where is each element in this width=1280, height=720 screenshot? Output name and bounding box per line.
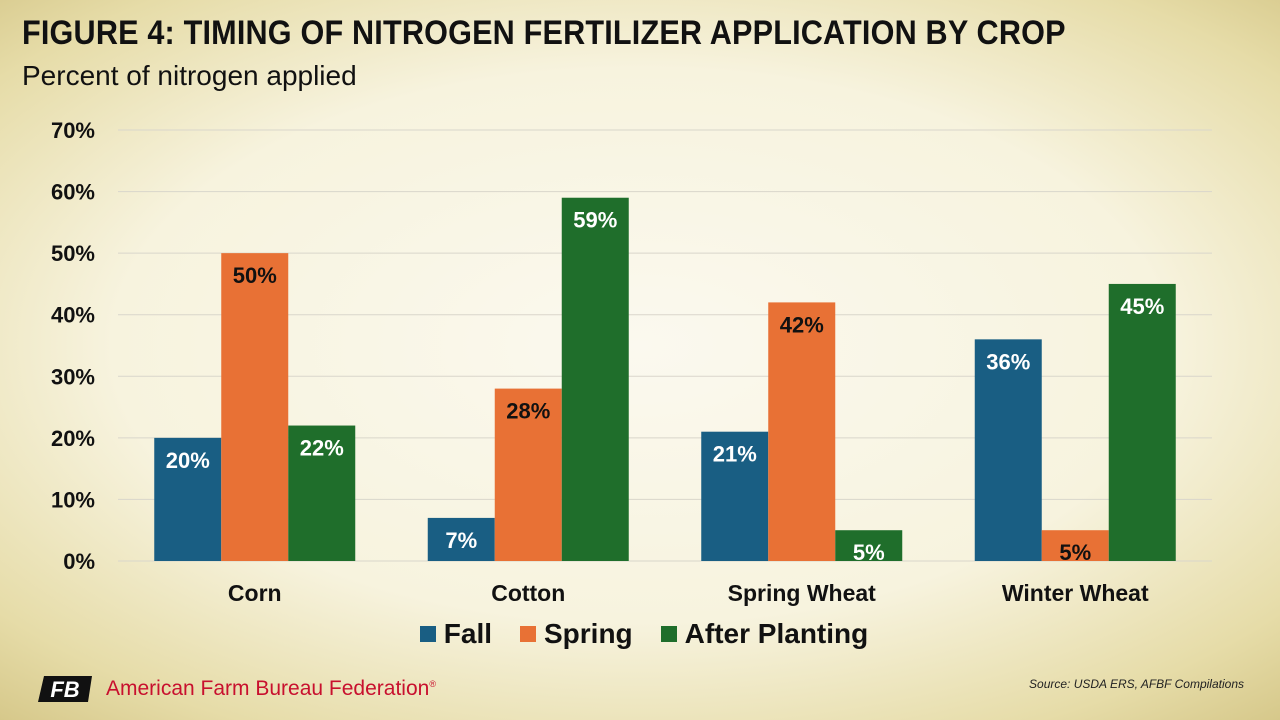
chart-subtitle: Percent of nitrogen applied (22, 60, 357, 91)
legend-swatch-fall (419, 626, 436, 642)
y-tick-label: 10% (51, 487, 95, 512)
data-label: 20% (166, 448, 210, 473)
x-category-label: Spring Wheat (728, 580, 877, 606)
legend-swatch-after-planting (660, 626, 677, 642)
bar (1041, 530, 1109, 561)
bar (561, 197, 629, 561)
legend-label-fall: Fall (443, 618, 492, 649)
data-label: 22% (300, 436, 344, 461)
data-label: 28% (506, 399, 550, 424)
data-label: 21% (713, 442, 757, 467)
x-category-label: Winter Wheat (1002, 580, 1149, 606)
legend-label-spring: Spring (544, 618, 633, 649)
fb-logo-text: FB (50, 677, 79, 702)
afbf-logo: FB American Farm Bureau Federation® (36, 674, 436, 704)
registered-mark: ® (429, 679, 436, 689)
data-label: 42% (780, 312, 824, 337)
bar (1108, 283, 1176, 561)
legend: Fall Spring After Planting (4, 618, 1280, 650)
bar (154, 437, 222, 561)
x-category-label: Cotton (491, 580, 565, 606)
y-tick-label: 20% (51, 426, 95, 451)
data-label: 5% (1059, 540, 1091, 565)
x-category-label: Corn (228, 580, 282, 606)
data-label: 45% (1120, 294, 1164, 319)
data-label: 5% (853, 540, 885, 565)
bar (974, 339, 1042, 561)
y-tick-label: 70% (51, 118, 95, 143)
bar (427, 517, 495, 561)
data-label: 7% (445, 528, 477, 553)
y-tick-label: 60% (51, 180, 95, 205)
chart-title: FIGURE 4: TIMING OF NITROGEN FERTILIZER … (22, 14, 1066, 52)
legend-item-fall: Fall (419, 618, 492, 650)
legend-label-after-planting: After Planting (684, 618, 869, 649)
legend-item-after-planting: After Planting (660, 618, 869, 650)
data-label: 36% (986, 349, 1030, 374)
y-tick-label: 40% (51, 303, 95, 328)
bar (221, 253, 289, 561)
y-tick-label: 30% (51, 364, 95, 389)
y-tick-label: 50% (51, 241, 95, 266)
source-note: Source: USDA ERS, AFBF Compilations (1029, 677, 1244, 691)
fb-logo-icon: FB (38, 676, 92, 702)
legend-swatch-spring (520, 626, 536, 642)
org-name: American Farm Bureau Federation® (106, 677, 436, 700)
bar (835, 530, 903, 561)
y-tick-label: 0% (63, 549, 95, 574)
legend-item-spring: Spring (520, 618, 633, 650)
bar (288, 425, 356, 561)
bar (494, 388, 562, 561)
bar (768, 302, 836, 561)
bar (701, 431, 769, 561)
data-label: 59% (573, 208, 617, 233)
data-label: 50% (233, 263, 277, 288)
